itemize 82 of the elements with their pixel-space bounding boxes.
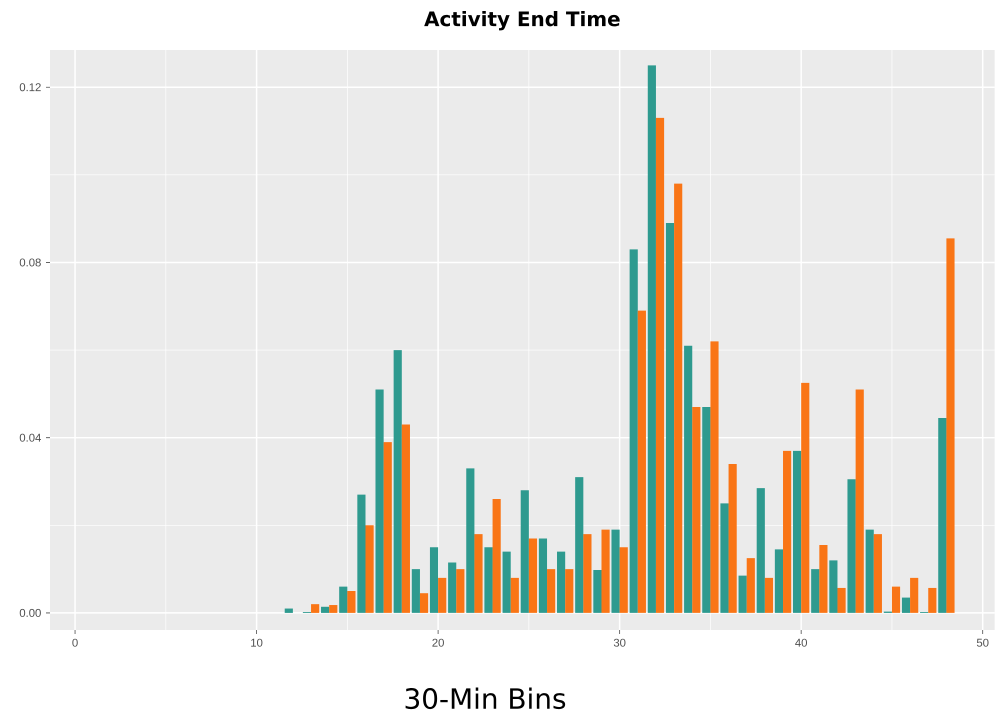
bar: [430, 547, 438, 613]
bar: [856, 390, 864, 613]
bar: [284, 608, 293, 613]
bar: [311, 604, 320, 613]
bar: [538, 538, 548, 613]
bar: [829, 560, 838, 613]
bar: [394, 350, 402, 613]
bar: [520, 490, 529, 613]
bar: [630, 249, 638, 613]
x-tick-label: 10: [251, 638, 262, 647]
y-tick-label: 0.08: [20, 258, 41, 266]
bar: [738, 576, 747, 613]
bar: [674, 184, 682, 613]
bar: [756, 488, 765, 613]
bar: [528, 538, 538, 613]
bar: [692, 407, 700, 613]
bar: [565, 569, 574, 613]
bar: [601, 530, 610, 613]
bar: [710, 341, 719, 613]
bar: [384, 442, 392, 613]
bar: [510, 578, 519, 613]
bar: [347, 591, 356, 613]
bar: [946, 238, 955, 613]
bar: [774, 549, 784, 613]
bar: [811, 569, 820, 613]
bar: [456, 569, 464, 613]
bar: [702, 407, 710, 613]
bar: [492, 499, 501, 613]
bar: [557, 552, 566, 613]
bar: [638, 310, 646, 613]
bar: [819, 545, 828, 613]
bar: [547, 569, 556, 613]
bar: [438, 578, 446, 613]
y-tick-label: 0.00: [20, 608, 41, 617]
bar: [938, 418, 946, 613]
bar: [502, 552, 511, 613]
bar: [666, 223, 674, 613]
bar: [902, 598, 910, 613]
bar: [847, 479, 856, 613]
bar: [874, 534, 882, 613]
bar: [928, 588, 936, 613]
bar: [339, 586, 348, 613]
bar: [375, 390, 384, 613]
x-tick-label: 30: [614, 638, 626, 647]
bar: [420, 593, 428, 613]
bar: [402, 424, 410, 613]
bar: [466, 468, 474, 613]
bar: [484, 547, 493, 613]
bar: [611, 530, 620, 613]
bar: [892, 586, 900, 613]
bar: [910, 578, 918, 613]
bar: [620, 547, 628, 613]
bar: [474, 534, 483, 613]
bar: [684, 346, 692, 613]
x-axis-title: 30-Min Bins: [406, 688, 566, 710]
bar: [793, 450, 802, 613]
bar: [357, 494, 366, 613]
bar: [783, 450, 792, 613]
bar: [746, 558, 755, 613]
x-tick-label: 40: [795, 638, 807, 647]
bar: [329, 605, 338, 613]
bar: [728, 464, 737, 613]
bar: [321, 606, 330, 613]
bar: [866, 530, 874, 613]
bar: [801, 382, 810, 613]
bar: [648, 65, 656, 613]
bar: [837, 588, 846, 613]
y-tick-label: 0.12: [20, 83, 41, 92]
bar: [366, 525, 374, 613]
bar: [448, 562, 456, 613]
x-tick-label: 0: [72, 638, 78, 647]
bar: [656, 118, 664, 613]
bar: [575, 477, 584, 613]
bar: [593, 570, 602, 613]
y-tick-label: 0.04: [20, 434, 41, 442]
x-tick-label: 20: [432, 638, 444, 647]
chart-title: Activity End Time: [424, 10, 620, 30]
bar: [764, 578, 774, 613]
bar: [412, 569, 420, 613]
bar: [720, 503, 729, 613]
x-tick-label: 50: [976, 638, 989, 647]
bar: [583, 534, 592, 613]
